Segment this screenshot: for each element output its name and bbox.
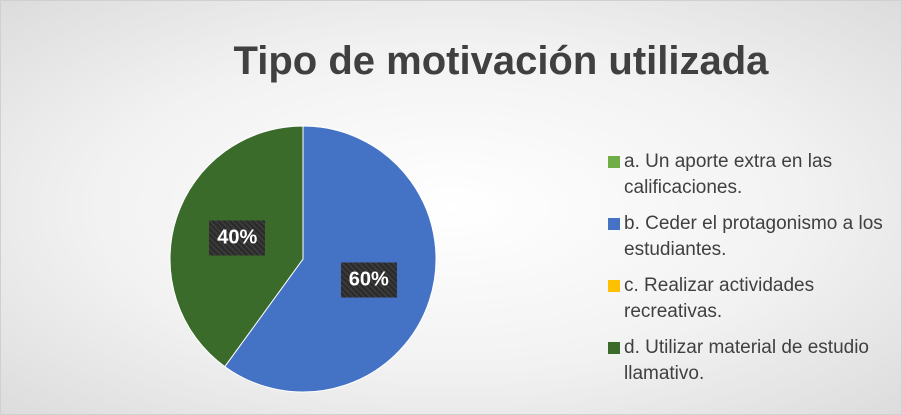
chart-title: Tipo de motivación utilizada [233, 39, 769, 83]
legend-swatch [608, 342, 620, 354]
legend-label: b. Ceder el protagonismo a los estudiant… [624, 213, 883, 260]
legend-swatch [608, 218, 620, 230]
legend-label: a. Un aporte extra en las calificaciones… [624, 151, 833, 198]
legend-label: d. Utilizar material de estudio llamativ… [624, 337, 869, 384]
legend-entry: b. Ceder el protagonismo a los estudiant… [608, 211, 900, 263]
legend-entry: d. Utilizar material de estudio llamativ… [608, 335, 900, 387]
legend-swatch [608, 156, 620, 168]
legend: a. Un aporte extra en las calificaciones… [608, 149, 900, 397]
legend-swatch [608, 280, 620, 292]
legend-entry: a. Un aporte extra en las calificaciones… [608, 149, 900, 201]
pie-slice [224, 125, 437, 393]
legend-label: c. Realizar actividades recreativas. [624, 275, 815, 322]
data-label: 60% [340, 262, 397, 298]
data-label: 40% [209, 220, 266, 256]
legend-entry: c. Realizar actividades recreativas. [608, 273, 900, 325]
